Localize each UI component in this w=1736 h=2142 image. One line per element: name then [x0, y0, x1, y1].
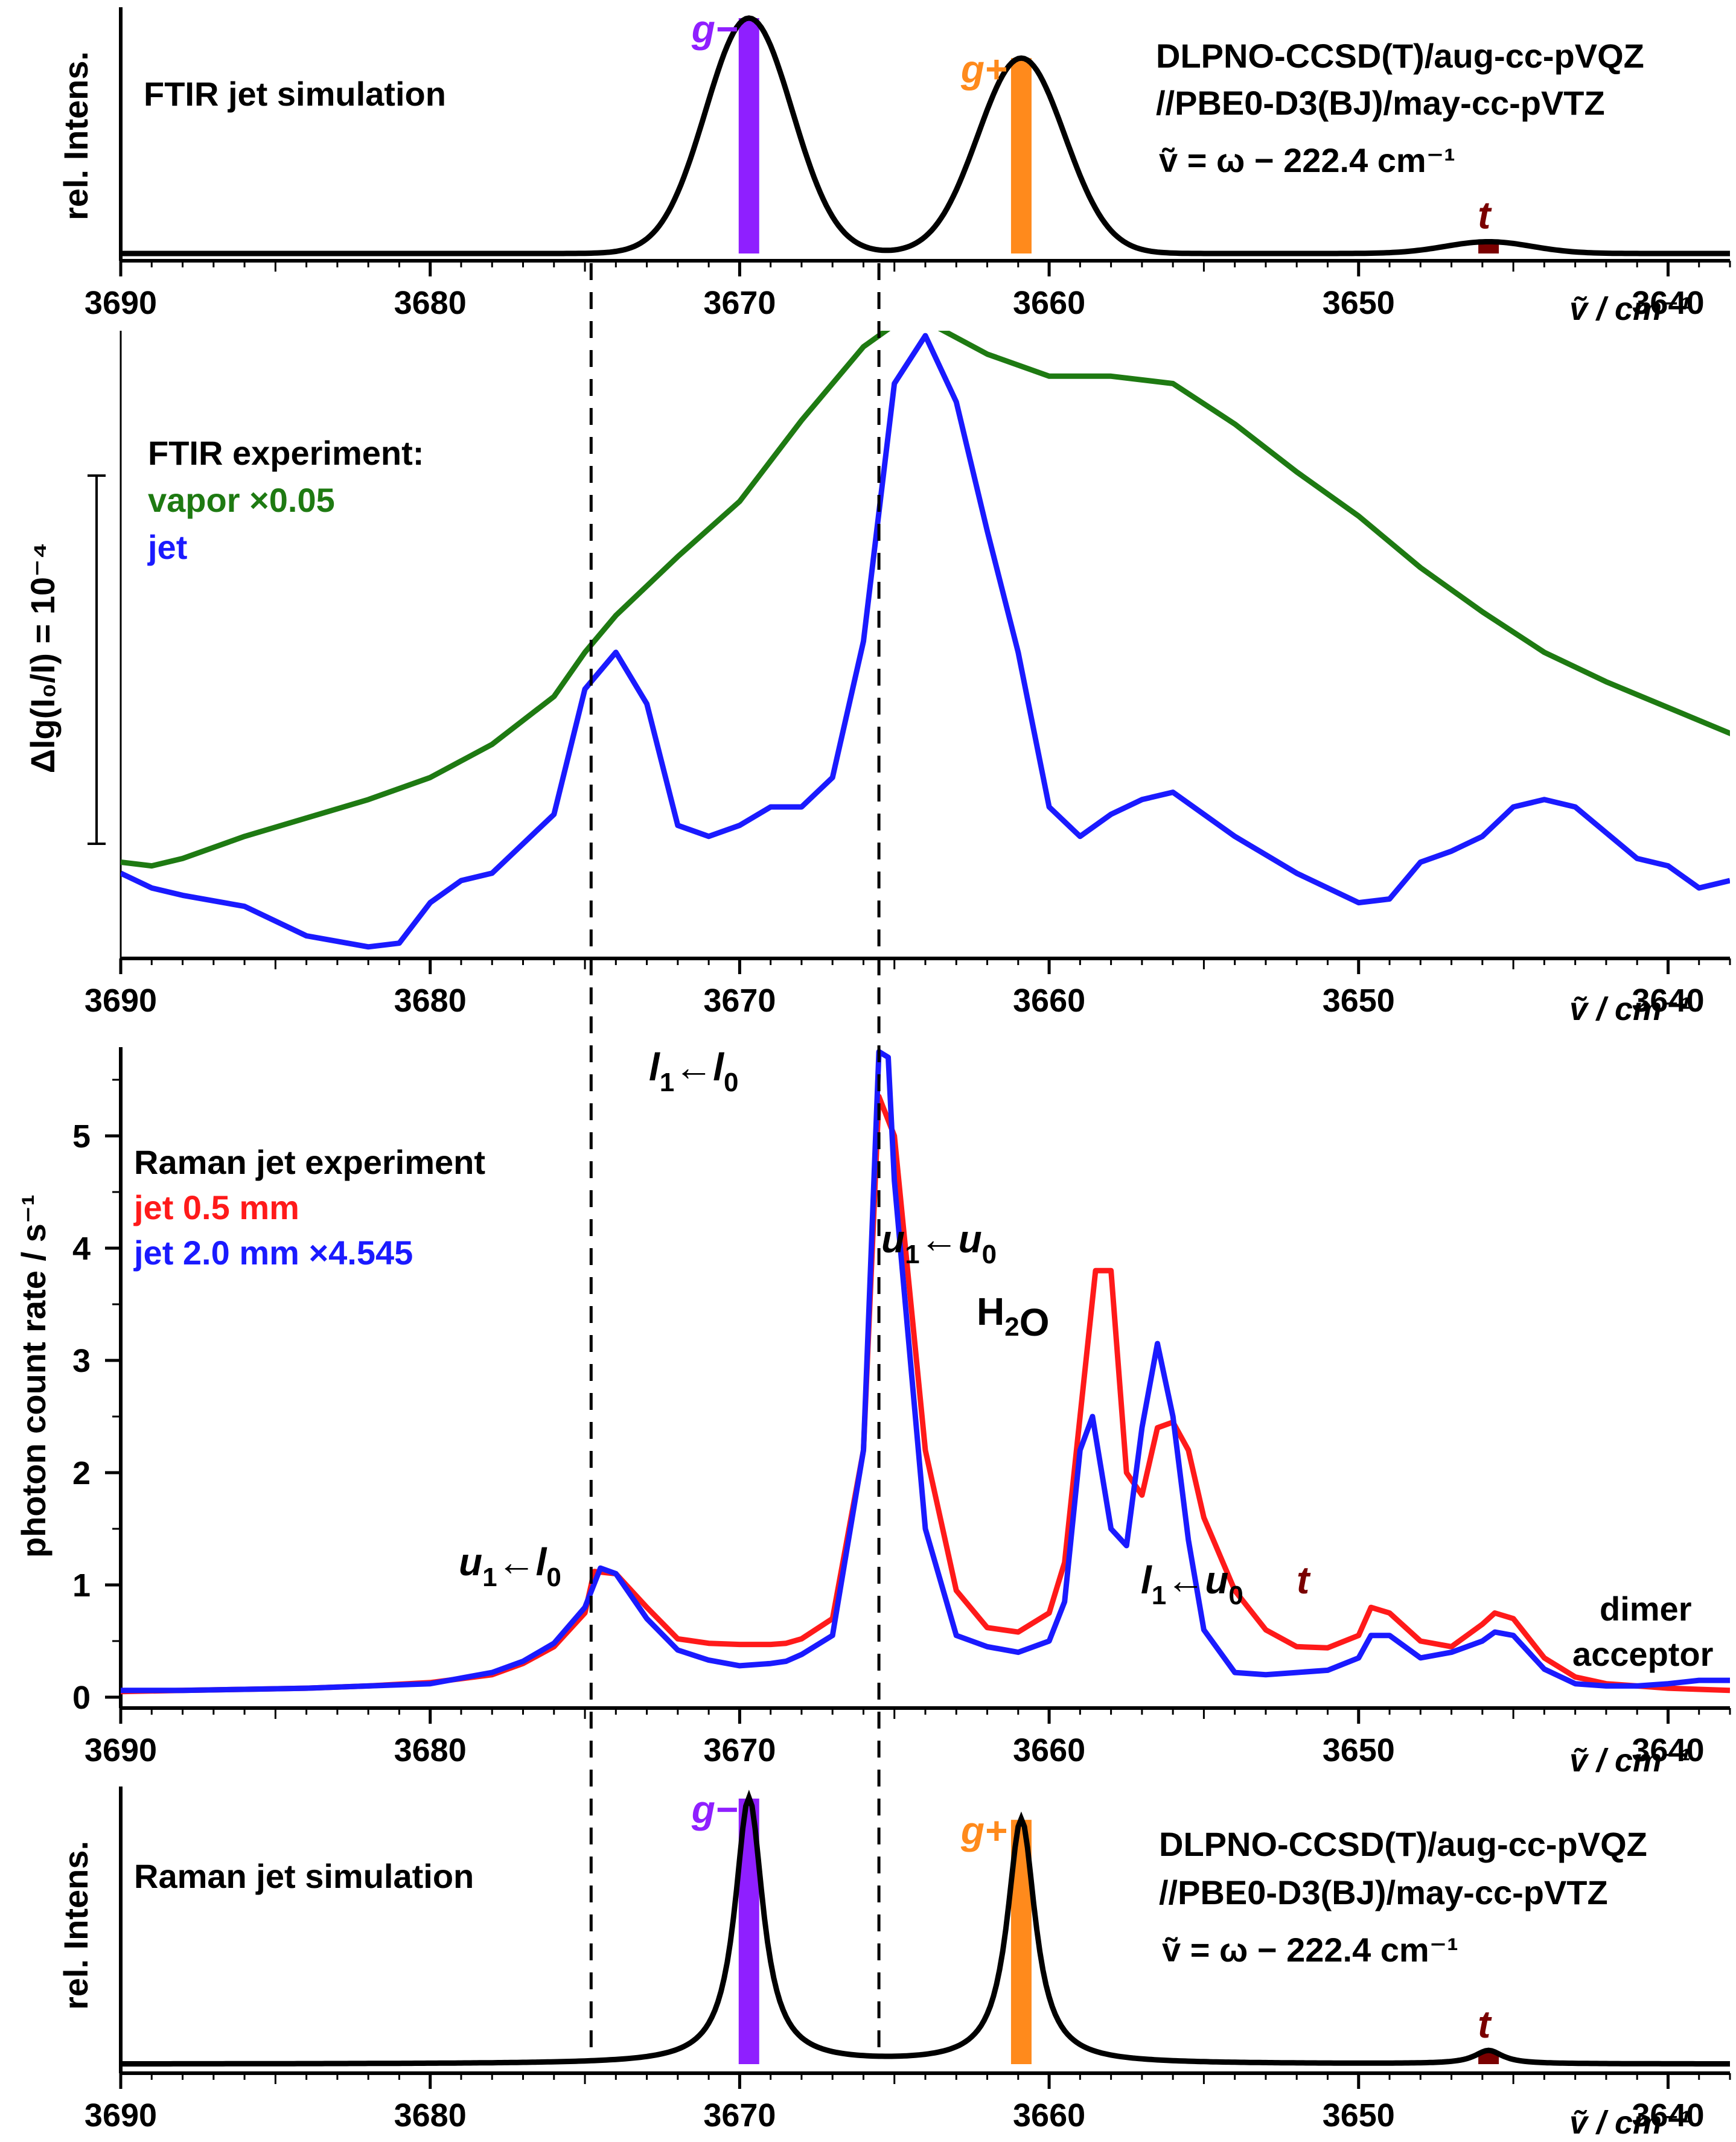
method-line-1: DLPNO-CCSD(T)/aug-cc-pVQZ: [1159, 1825, 1647, 1863]
x-tick-label: 3680: [394, 285, 467, 321]
legend-jet: jet: [147, 528, 187, 566]
y-axis-label: rel. Intens.: [57, 1841, 95, 2010]
scaling-formula: ṽ = ω − 222.4 cm⁻¹: [1159, 141, 1455, 179]
x-ticks: 3690 3680 3670 3660 3650 3640: [85, 2073, 1731, 2134]
x-tick-label: 3660: [1013, 285, 1085, 321]
band-annotation-5: t: [1297, 1558, 1311, 1602]
x-tick-label: 3650: [1323, 1732, 1395, 1768]
raman-jet-0.5mm-line: [121, 1094, 1730, 1695]
legend-jet-0.5mm: jet 0.5 mm: [133, 1188, 299, 1226]
x-tick-label: 3690: [85, 2097, 157, 2134]
x-tick-label: 3670: [703, 2097, 776, 2134]
y-axis-label: Δlg(I₀/I) = 10⁻⁴: [24, 543, 62, 774]
band-annotations: u1←l0 l1←l0 u1←u0 H2O l1←u0 t: [459, 1045, 1311, 1610]
x-tick-label: 3640: [1632, 1732, 1704, 1768]
x-tick-label: 3680: [394, 983, 467, 1019]
x-tick-label: 3670: [703, 983, 776, 1019]
x-tick-label: 3640: [1632, 983, 1704, 1019]
band-annotation-2: u1←u0: [881, 1217, 997, 1269]
band-annotation-3: H2O: [977, 1290, 1049, 1344]
method-line-2: //PBE0-D3(BJ)/may-cc-pVTZ: [1156, 84, 1605, 122]
stick-label-g-plus: g+: [960, 47, 1007, 91]
scaling-formula: ṽ = ω − 222.4 cm⁻¹: [1162, 1931, 1458, 1969]
x-tick-label: 3670: [703, 1732, 776, 1768]
panel-raman-simulation: 3690 3680 3670 3660 3650 3640 rel. Intens. Ra…: [57, 1787, 1731, 2141]
x-tick-label: 3680: [394, 1732, 467, 1768]
x-tick-label: 3650: [1323, 285, 1395, 321]
y-tick-label: 0: [72, 1680, 91, 1716]
x-ticks: 3690 3680 3670 3660 3650 3640: [85, 958, 1731, 1019]
simulated-ir-curve: [121, 15, 1730, 257]
x-ticks: 3690 3680 3670 3660 3650 3640: [85, 1708, 1731, 1768]
stick-label-g-plus: g+: [960, 1809, 1007, 1852]
x-tick-label: 3660: [1013, 1732, 1085, 1768]
stick-label-t: t: [1478, 2003, 1492, 2046]
stick-0: [738, 18, 759, 253]
x-ticks: 3690 3680 3670 3660 3650 3640: [85, 261, 1731, 321]
x-axis-label: ṽ / cm⁻¹: [1569, 991, 1690, 1027]
scale-bar: [88, 474, 106, 845]
y-axis-label: photon count rate / s⁻¹: [14, 1194, 53, 1558]
panel-title: FTIR experiment:: [148, 434, 424, 472]
legend-vapor: vapor ×0.05: [148, 481, 335, 519]
stick-2: [1478, 241, 1499, 253]
band-annotation-0: u1←l0: [459, 1540, 561, 1592]
x-axis-label: ṽ / cm⁻¹: [1569, 1742, 1690, 1779]
x-tick-label: 3650: [1323, 2097, 1395, 2134]
y-ticks: 0 1 2 3 4 5: [72, 1079, 121, 1716]
stick-label-g-minus: g−: [691, 7, 738, 51]
legend-jet-2.0mm: jet 2.0 mm ×4.545: [133, 1234, 413, 1272]
y-axis-label: rel. Intens.: [57, 51, 95, 220]
band-annotation-4: l1←u0: [1141, 1558, 1243, 1610]
x-tick-label: 3660: [1013, 2097, 1085, 2134]
panel-ftir-experiment: 3690 3680 3670 3660 3650 3640 Δlg(I₀/I) = 10⁻…: [24, 331, 1731, 1027]
x-tick-label: 3660: [1013, 983, 1085, 1019]
x-tick-label: 3690: [85, 983, 157, 1019]
panel-title: Raman jet experiment: [134, 1143, 485, 1181]
x-tick-label: 3640: [1632, 2097, 1704, 2134]
acceptor-label: acceptor: [1572, 1635, 1713, 1673]
vapor-spectrum-line: [121, 331, 1730, 869]
x-tick-label: 3680: [394, 2097, 467, 2134]
y-tick-label: 5: [72, 1118, 91, 1155]
jet-spectrum-line: [121, 333, 1730, 950]
method-line-2: //PBE0-D3(BJ)/may-cc-pVTZ: [1159, 1873, 1608, 1911]
x-tick-label: 3690: [85, 285, 157, 321]
y-tick-label: 3: [72, 1343, 91, 1379]
panel-title: Raman jet simulation: [134, 1857, 474, 1895]
x-axis-label: ṽ / cm⁻¹: [1569, 291, 1690, 327]
x-tick-label: 3670: [703, 285, 776, 321]
x-tick-label: 3650: [1323, 983, 1395, 1019]
stick-label-g-minus: g−: [691, 1788, 738, 1831]
dimer-label: dimer: [1600, 1590, 1692, 1628]
band-annotation-1: l1←l0: [649, 1045, 739, 1097]
y-tick-label: 2: [72, 1455, 91, 1491]
raman-jet-2.0mm-line: [121, 1049, 1730, 1694]
stick-spectrum: [738, 18, 1499, 254]
x-tick-label: 3640: [1632, 285, 1704, 321]
stick-1: [1010, 58, 1032, 254]
panel-raman-experiment: 3690 3680 3670 3660 3650 3640 0 1 2 3 4 5 photon c…: [14, 1045, 1731, 1779]
x-tick-label: 3690: [85, 1732, 157, 1768]
x-axis-label: ṽ / cm⁻¹: [1569, 2105, 1690, 2141]
y-tick-label: 4: [72, 1231, 91, 1267]
stick-label-t: t: [1478, 194, 1492, 237]
y-tick-label: 1: [72, 1567, 91, 1604]
simulated-raman-curve: [121, 1790, 1730, 2067]
panel-title: FTIR jet simulation: [144, 75, 446, 113]
dashed-guide-lines: [589, 263, 881, 2052]
method-line-1: DLPNO-CCSD(T)/aug-cc-pVQZ: [1156, 37, 1644, 75]
panel-ftir-simulation: 3690 3680 3670 3660 3650 3640 rel. Intens. FT…: [57, 7, 1731, 327]
